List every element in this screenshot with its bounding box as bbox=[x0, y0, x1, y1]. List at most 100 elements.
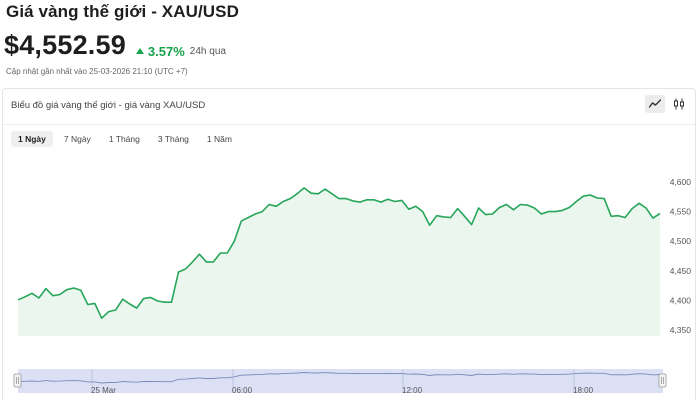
data-point[interactable] bbox=[484, 213, 486, 215]
data-point[interactable] bbox=[624, 216, 626, 218]
data-point[interactable] bbox=[533, 207, 535, 209]
data-point[interactable] bbox=[115, 309, 117, 311]
data-point[interactable] bbox=[254, 213, 256, 215]
data-point[interactable] bbox=[52, 295, 54, 297]
data-point[interactable] bbox=[526, 204, 528, 206]
range-7-days[interactable]: 7 Ngày bbox=[63, 134, 91, 144]
data-point[interactable] bbox=[94, 302, 96, 304]
range-1-day[interactable]: 1 Ngày bbox=[11, 131, 53, 147]
data-point[interactable] bbox=[163, 301, 165, 303]
navigator-right-handle[interactable] bbox=[658, 373, 667, 388]
data-point[interactable] bbox=[596, 197, 598, 199]
data-point[interactable] bbox=[233, 240, 235, 242]
data-point[interactable] bbox=[373, 199, 375, 201]
data-point[interactable] bbox=[73, 287, 75, 289]
data-point[interactable] bbox=[219, 252, 221, 254]
data-point[interactable] bbox=[631, 207, 633, 209]
data-point[interactable] bbox=[142, 297, 144, 299]
data-point[interactable] bbox=[652, 217, 654, 219]
candlestick-chart-button[interactable] bbox=[669, 95, 689, 113]
data-point[interactable] bbox=[324, 188, 326, 190]
data-point[interactable] bbox=[519, 203, 521, 205]
data-point[interactable] bbox=[568, 206, 570, 208]
data-point[interactable] bbox=[380, 201, 382, 203]
data-point[interactable] bbox=[436, 215, 438, 217]
data-point[interactable] bbox=[205, 261, 207, 263]
data-point[interactable] bbox=[443, 216, 445, 218]
data-point[interactable] bbox=[184, 268, 186, 270]
data-point[interactable] bbox=[540, 213, 542, 215]
data-point[interactable] bbox=[66, 289, 68, 291]
range-3-months[interactable]: 3 Tháng bbox=[157, 134, 189, 144]
data-point[interactable] bbox=[408, 208, 410, 210]
data-point[interactable] bbox=[303, 187, 305, 189]
data-point[interactable] bbox=[101, 317, 103, 319]
data-point[interactable] bbox=[177, 271, 179, 273]
data-point[interactable] bbox=[135, 307, 137, 309]
data-point[interactable] bbox=[450, 216, 452, 218]
data-point[interactable] bbox=[80, 289, 82, 291]
data-point[interactable] bbox=[547, 210, 549, 212]
data-point[interactable] bbox=[387, 198, 389, 200]
data-point[interactable] bbox=[212, 261, 214, 263]
data-point[interactable] bbox=[359, 201, 361, 203]
data-point[interactable] bbox=[331, 193, 333, 195]
data-point[interactable] bbox=[491, 213, 493, 215]
data-point[interactable] bbox=[122, 298, 124, 300]
data-point[interactable] bbox=[247, 216, 249, 218]
data-point[interactable] bbox=[610, 215, 612, 217]
data-point[interactable] bbox=[198, 253, 200, 255]
data-point[interactable] bbox=[645, 207, 647, 209]
data-point[interactable] bbox=[429, 224, 431, 226]
navigator-left-handle[interactable] bbox=[13, 373, 22, 388]
data-point[interactable] bbox=[38, 297, 40, 299]
data-point[interactable] bbox=[422, 210, 424, 212]
data-point[interactable] bbox=[352, 200, 354, 202]
data-point[interactable] bbox=[129, 303, 131, 305]
data-point[interactable] bbox=[87, 303, 89, 305]
data-point[interactable] bbox=[582, 195, 584, 197]
data-point[interactable] bbox=[268, 203, 270, 205]
data-point[interactable] bbox=[282, 200, 284, 202]
data-point[interactable] bbox=[261, 210, 263, 212]
data-point[interactable] bbox=[24, 296, 26, 298]
data-point[interactable] bbox=[170, 301, 172, 303]
data-point[interactable] bbox=[45, 287, 47, 289]
data-point[interactable] bbox=[415, 205, 417, 207]
line-chart-button[interactable] bbox=[645, 95, 665, 113]
data-point[interactable] bbox=[554, 210, 556, 212]
data-point[interactable] bbox=[59, 293, 61, 295]
data-point[interactable] bbox=[638, 202, 640, 204]
range-1-year[interactable]: 1 Năm bbox=[206, 134, 232, 144]
data-point[interactable] bbox=[394, 200, 396, 202]
data-point[interactable] bbox=[505, 203, 507, 205]
data-point[interactable] bbox=[470, 223, 472, 225]
data-point[interactable] bbox=[589, 194, 591, 196]
data-point[interactable] bbox=[498, 206, 500, 208]
data-point[interactable] bbox=[17, 299, 19, 301]
data-point[interactable] bbox=[463, 215, 465, 217]
data-point[interactable] bbox=[275, 205, 277, 207]
data-point[interactable] bbox=[659, 212, 661, 214]
data-point[interactable] bbox=[512, 209, 514, 211]
data-point[interactable] bbox=[317, 193, 319, 195]
range-1-month[interactable]: 1 Tháng bbox=[108, 134, 140, 144]
data-point[interactable] bbox=[149, 296, 151, 298]
data-point[interactable] bbox=[191, 261, 193, 263]
data-point[interactable] bbox=[401, 199, 403, 201]
data-point[interactable] bbox=[617, 215, 619, 217]
data-point[interactable] bbox=[345, 197, 347, 199]
data-point[interactable] bbox=[226, 252, 228, 254]
data-point[interactable] bbox=[31, 292, 33, 294]
data-point[interactable] bbox=[366, 199, 368, 201]
data-point[interactable] bbox=[603, 197, 605, 199]
data-point[interactable] bbox=[108, 310, 110, 312]
data-point[interactable] bbox=[477, 207, 479, 209]
data-point[interactable] bbox=[156, 300, 158, 302]
data-point[interactable] bbox=[456, 207, 458, 209]
data-point[interactable] bbox=[296, 193, 298, 195]
data-point[interactable] bbox=[338, 197, 340, 199]
data-point[interactable] bbox=[240, 220, 242, 222]
data-point[interactable] bbox=[561, 209, 563, 211]
data-point[interactable] bbox=[289, 197, 291, 199]
